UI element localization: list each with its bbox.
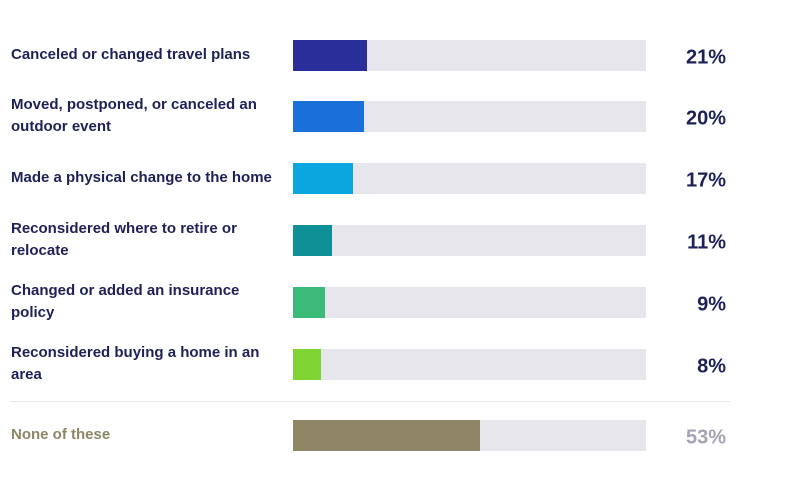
bar-track — [293, 349, 646, 380]
bar-track — [293, 163, 646, 194]
value-label: 17% — [685, 169, 726, 192]
bar — [293, 420, 481, 451]
value-label: 53% — [685, 426, 726, 449]
bar — [293, 349, 322, 380]
value-label: 20% — [685, 107, 726, 130]
bar-track — [293, 287, 646, 318]
bar — [293, 101, 364, 132]
category-label: Moved, postponed, or canceled an outdoor… — [11, 96, 257, 135]
category-label: Reconsidered where to retire or relocate — [11, 220, 237, 259]
value-label: 11% — [687, 231, 726, 254]
category-label: Changed or added an insurance policy — [11, 282, 240, 321]
separator — [10, 401, 730, 402]
bar — [293, 163, 353, 194]
category-label: None of these — [11, 426, 111, 443]
bar — [293, 225, 332, 256]
bar — [293, 40, 368, 71]
bar-track — [293, 40, 646, 71]
value-label: 21% — [685, 46, 726, 69]
bar-track — [293, 101, 646, 132]
value-label: 9% — [697, 293, 726, 316]
category-label: Made a physical change to the home — [11, 169, 272, 186]
bar — [293, 287, 325, 318]
value-label: 8% — [697, 355, 726, 378]
bar-track — [293, 420, 646, 451]
bar-track — [293, 225, 646, 256]
category-label: Canceled or changed travel plans — [11, 46, 251, 63]
category-label: Reconsidered buying a home in an area — [11, 344, 260, 383]
